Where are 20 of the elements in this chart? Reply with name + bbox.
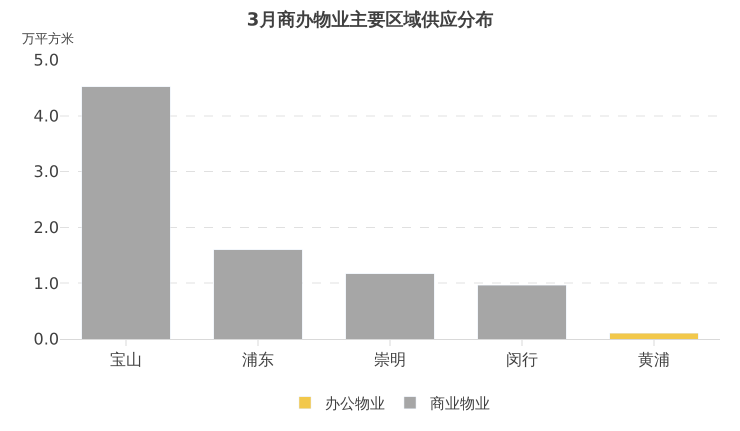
y-tick-label: 0.0 [34, 330, 59, 349]
x-tick-label: 闵行 [506, 350, 538, 370]
x-tick-label: 黄浦 [638, 350, 670, 370]
x-tick-label: 浦东 [242, 350, 274, 370]
bar [346, 273, 434, 339]
y-tick-label: 1.0 [34, 274, 59, 293]
y-tick-label: 3.0 [34, 162, 59, 182]
bar [478, 285, 566, 339]
bar [82, 86, 170, 339]
y-tick-label: 2.0 [34, 218, 59, 237]
y-axis-title: 万平方米 [22, 31, 74, 47]
bar [610, 333, 698, 339]
legend-label: 办公物业 [325, 394, 385, 413]
chart-title: 3月商办物业主要区域供应分布 [246, 10, 494, 31]
x-tick-label: 崇明 [374, 350, 406, 370]
y-tick-label: 4.0 [34, 106, 59, 126]
bar [214, 249, 302, 339]
legend-label: 商业物业 [430, 394, 490, 413]
y-tick-label: 5.0 [34, 50, 59, 70]
x-tick-label: 宝山 [110, 350, 142, 370]
